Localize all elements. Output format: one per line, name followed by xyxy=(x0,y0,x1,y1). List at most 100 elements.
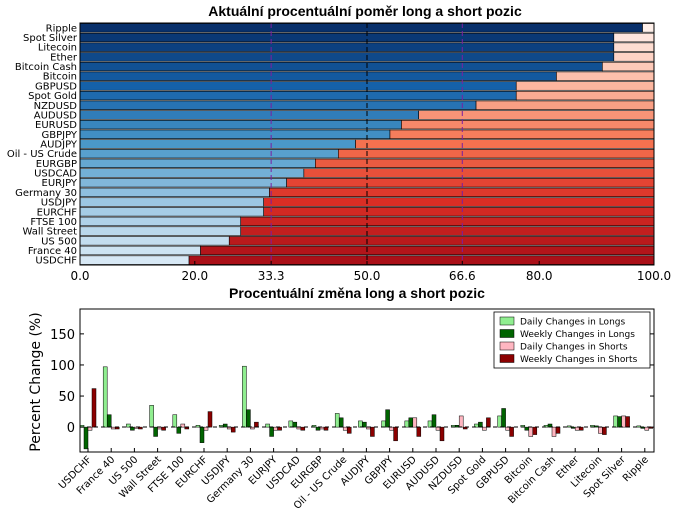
bar-daily-changes-in-longs-oil-us-crude xyxy=(334,413,340,428)
long-bar-eurgbp xyxy=(79,158,316,169)
short-bar-eurjpy xyxy=(286,178,655,188)
long-bar-nzdusd xyxy=(79,100,477,110)
bar-daily-changes-in-longs-audjpy xyxy=(358,420,363,428)
category-label-audjpy: AUDJPY xyxy=(40,140,78,151)
long-bar-eurchf xyxy=(79,207,264,217)
long-bar-gbpjpy xyxy=(79,129,391,139)
bar-weekly-changes-in-shorts-bitcoin-cash xyxy=(555,426,561,434)
chart1-reference-lines xyxy=(270,23,463,265)
short-bar-ether xyxy=(613,52,655,62)
bar-daily-changes-in-shorts-gbpjpy xyxy=(389,426,394,431)
bar-weekly-changes-in-shorts-audjpy xyxy=(370,426,375,437)
short-bar-audjpy xyxy=(355,139,655,149)
legend-label-daily-changes-in-longs: Daily Changes in Longs xyxy=(520,318,625,328)
bar-weekly-changes-in-longs-gbpusd xyxy=(501,408,506,428)
short-bar-gbpjpy xyxy=(389,129,655,139)
bar-daily-changes-in-shorts-spot-silver xyxy=(621,415,626,428)
bar-weekly-changes-in-longs-oil-us-crude xyxy=(338,417,344,428)
legend-frame xyxy=(493,311,651,369)
category-label-france-40: France 40 xyxy=(28,246,77,257)
category-label-gbpusd: GBPUSD xyxy=(35,81,77,92)
bar-daily-changes-in-longs-eurjpy xyxy=(265,423,270,428)
bar-weekly-changes-in-longs-spot-silver xyxy=(617,416,622,428)
long-bar-usdchf xyxy=(79,255,190,265)
bar-weekly-changes-in-shorts-ether xyxy=(578,426,584,431)
bar-weekly-changes-in-shorts-eurusd xyxy=(416,426,422,437)
chart2-bars xyxy=(79,365,654,450)
bar-daily-changes-in-longs-eurchf xyxy=(195,425,201,428)
bar-weekly-changes-in-longs-france-40 xyxy=(106,414,112,428)
long-bar-wall-street xyxy=(79,226,242,236)
short-bar-france-40 xyxy=(200,245,655,256)
category-label-litecoin: Litecoin xyxy=(38,43,77,54)
bar-daily-changes-in-shorts-eurusd xyxy=(412,417,418,428)
bar-weekly-changes-in-shorts-spot-gold xyxy=(486,417,491,428)
category-label-oil-us-crude: Oil - US Crude xyxy=(7,149,77,160)
short-bar-ftse-100 xyxy=(240,216,655,227)
bar-daily-changes-in-shorts-bitcoin-cash xyxy=(551,426,557,437)
y-tick-label: 100 xyxy=(50,359,75,374)
long-bar-ether xyxy=(79,52,615,62)
long-bar-eurusd xyxy=(79,120,402,130)
bar-weekly-changes-in-shorts-usdchf xyxy=(91,388,97,428)
x-tick-label: 0.0 xyxy=(70,269,89,283)
bar-weekly-changes-in-longs-spot-gold xyxy=(478,421,483,428)
bar-weekly-changes-in-longs-germany-30 xyxy=(246,409,251,428)
short-bar-nzdusd xyxy=(475,100,655,110)
short-bar-litecoin xyxy=(613,42,655,52)
bar-weekly-changes-in-shorts-bitcoin xyxy=(532,426,538,435)
short-bar-eurchf xyxy=(263,207,655,217)
y-tick-label: 150 xyxy=(50,328,75,343)
bar-weekly-changes-in-shorts-spot-silver xyxy=(625,416,630,428)
chart2-legend: Daily Changes in Longs Weekly Changes in … xyxy=(493,311,651,369)
short-bar-oil-us-crude xyxy=(337,149,655,159)
bar-daily-changes-in-shorts-audusd xyxy=(435,426,441,431)
long-bar-bitcoin-cash xyxy=(79,61,603,72)
bar-daily-changes-in-longs-germany-30 xyxy=(242,365,247,428)
bar-weekly-changes-in-longs-usdjpy xyxy=(222,423,228,428)
category-label-us-500: US 500 xyxy=(41,236,77,247)
short-bar-ripple xyxy=(642,23,655,33)
long-bar-oil-us-crude xyxy=(79,149,339,159)
short-bar-bitcoin xyxy=(556,71,655,81)
category-label-eurchf: EURCHF xyxy=(37,207,78,218)
bar-weekly-changes-in-longs-eurgbp xyxy=(315,426,321,431)
legend-label-daily-changes-in-shorts: Daily Changes in Shorts xyxy=(520,343,628,353)
short-bar-usdchf xyxy=(188,255,655,265)
short-bar-gbpusd xyxy=(515,81,655,91)
chart2-y-ticks: 0 50 100 150 xyxy=(50,328,654,436)
bar-weekly-changes-in-shorts-germany-30 xyxy=(254,421,259,428)
bar-daily-changes-in-shorts-gbpusd xyxy=(505,426,510,431)
long-bar-audusd xyxy=(79,110,419,120)
bar-weekly-changes-in-longs-audjpy xyxy=(362,421,367,428)
bar-weekly-changes-in-shorts-gbpusd xyxy=(509,426,514,437)
bar-daily-changes-in-longs-france-40 xyxy=(102,366,108,428)
chart1-x-ticks: 0.0 20.0 33.3 50.0 66.6 80.0 100.0 xyxy=(70,261,671,283)
long-bar-bitcoin xyxy=(79,71,557,81)
bar-daily-changes-in-shorts-eurjpy xyxy=(273,426,278,431)
x-tick-label: 80.0 xyxy=(526,269,553,283)
x-tick-label: 100.0 xyxy=(637,269,671,283)
bar-daily-changes-in-shorts-nzdusd xyxy=(458,415,464,428)
category-label-ripple: Ripple xyxy=(46,23,77,34)
bar-daily-changes-in-shorts-ether xyxy=(574,426,580,431)
bar-daily-changes-in-longs-us-500 xyxy=(126,423,131,428)
chart1-bars xyxy=(79,23,655,265)
bar-daily-changes-in-shorts-germany-30 xyxy=(250,426,255,430)
bar-weekly-changes-in-shorts-eurjpy xyxy=(277,426,282,431)
short-bar-bitcoin-cash xyxy=(602,61,655,72)
bar-weekly-changes-in-shorts-eurchf xyxy=(207,411,213,428)
long-bar-litecoin xyxy=(79,42,615,52)
bar-weekly-changes-in-shorts-eurgbp xyxy=(323,426,329,431)
bar-weekly-changes-in-longs-audusd xyxy=(431,414,437,428)
y-tick-label: 50 xyxy=(58,390,75,405)
x-tick-label: 20.0 xyxy=(181,269,208,283)
long-bar-ftse-100 xyxy=(79,216,242,227)
bar-daily-changes-in-shorts-eurchf xyxy=(203,426,209,431)
bar-daily-changes-in-longs-wall-street xyxy=(149,405,154,428)
category-label-eurgbp: EURGBP xyxy=(36,159,77,170)
bar-weekly-changes-in-longs-gbpjpy xyxy=(385,409,390,428)
